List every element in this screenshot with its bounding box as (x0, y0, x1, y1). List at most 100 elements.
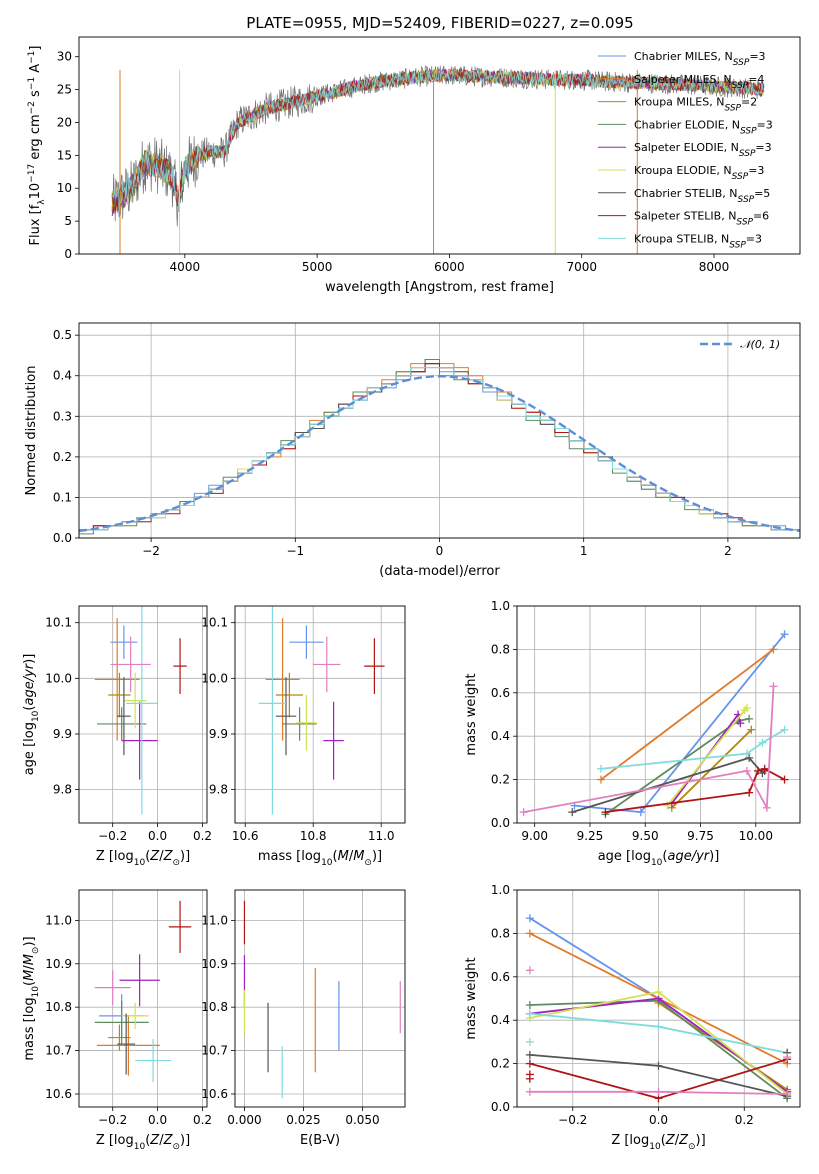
label-part: ( (145, 1133, 150, 1148)
y-tick-label: 15 (57, 148, 72, 162)
x-tick-label: 10.00 (739, 829, 773, 843)
label-part: ] (28, 46, 43, 51)
x-tick-label: 11.0 (368, 829, 395, 843)
age_vs_Z-panel: −0.2 0.0 0.29.89.910.010.1Z [log10(Z/Z⊙)]a… (22, 605, 212, 868)
y-tick-label: 0.6 (491, 970, 510, 984)
label-part: Z (163, 849, 174, 864)
label-part: mass weight (464, 673, 479, 755)
label-part: Chabrier ELODIE, N (634, 118, 740, 131)
y-tick-label: 0.0 (53, 531, 72, 545)
x-tick-label: 6000 (434, 260, 465, 274)
y-tick-label: 0.2 (491, 773, 510, 787)
legend-label: Salpeter MILES, NSSP=4 (634, 73, 764, 91)
label-part: 10 (649, 1142, 661, 1152)
label-part: M (22, 954, 37, 965)
label-part: age/yr (22, 662, 37, 705)
label-part: )] (22, 654, 37, 664)
label-part: Z (163, 1133, 174, 1148)
x-tick-label: −2 (142, 544, 160, 558)
y-axis-label: mass weight (464, 673, 479, 755)
y-tick-label: 0.0 (491, 1100, 510, 1114)
y-tick-label: 11.0 (201, 913, 228, 927)
label-part: Flux [f (28, 204, 43, 245)
y-tick-label: 0.5 (53, 328, 72, 342)
mass-weight-line (600, 648, 775, 781)
mass_vs_EBV-panel: 0.000 0.025 0.050 10.6 10.7 10.8 10.9 11.0 E(B-V… (201, 889, 406, 1148)
y-tick-label: 10.8 (201, 1000, 228, 1014)
label-part: 10 (31, 986, 41, 998)
label-part: )] (180, 1133, 190, 1148)
label-part: ( (333, 849, 338, 864)
label-part: mass [log (22, 997, 37, 1060)
x-tick-label: 9.50 (632, 829, 659, 843)
label-part: M (353, 849, 364, 864)
y-tick-label: 0.4 (53, 369, 72, 383)
axes-frame (234, 605, 406, 824)
label-part: =3 (755, 141, 771, 154)
x-tick-label: −0.2 (558, 1113, 587, 1127)
mass-weight-line (600, 728, 785, 770)
label-part: Kroupa MILES, N (634, 96, 724, 109)
x-tick-label: −0.2 (98, 1113, 127, 1127)
y-tick-label: 0.3 (53, 409, 72, 423)
label-part: s (28, 90, 43, 101)
label-part: SSP (724, 104, 741, 114)
axes-frame (516, 889, 801, 1108)
histogram-group (79, 359, 800, 538)
label-part: SSP (733, 58, 750, 68)
y-tick-label: 1.0 (491, 599, 510, 613)
label-part: ⊙ (364, 858, 372, 868)
x-axis-label: Z [log10(Z/Z⊙)] (611, 1133, 705, 1152)
y-tick-label: 5 (64, 214, 72, 228)
y-tick-label: 25 (57, 83, 72, 97)
label-part: λ (37, 199, 47, 205)
label-part: SSP (739, 149, 756, 159)
label-part: 10 (31, 710, 41, 722)
label-part: age [log (22, 722, 37, 775)
y-tick-label: 10.7 (201, 1044, 228, 1058)
label-part: Salpeter MILES, N (634, 73, 732, 86)
y-tick-label: 10.9 (45, 957, 72, 971)
y-axis-label: Flux [fλ10−17 erg cm−2 s−1 A−1] (27, 46, 47, 246)
label-part: Z (665, 1133, 676, 1148)
histogram-step (79, 367, 800, 538)
label-part: =3 (746, 232, 762, 245)
label-part: / (159, 849, 164, 864)
x-tick-label: 0.2 (735, 1113, 754, 1127)
x-axis-label: Z [log10(Z/Z⊙)] (96, 1133, 190, 1152)
label-part: M (22, 970, 37, 981)
label-part: SSP (738, 195, 755, 205)
y-tick-label: 9.8 (209, 783, 228, 797)
label-part: Z (678, 1133, 689, 1148)
y-axis-label: age [log10(age/yr)] (22, 654, 41, 776)
y-tick-label: 0.8 (491, 642, 510, 656)
x-tick-label: 1 (580, 544, 588, 558)
x-tick-label: 0.050 (345, 1113, 379, 1127)
x-axis-label: (data-model)/error (379, 564, 500, 579)
legend-label: 𝒩(0, 1) (740, 338, 780, 351)
label-part: mass weight (464, 957, 479, 1039)
x-tick-label: 9.75 (687, 829, 714, 843)
label-part: wavelength [Angstrom, rest frame] (325, 280, 554, 295)
label-part: )] (180, 849, 190, 864)
label-part: )] (696, 1133, 706, 1148)
label-part: / (675, 1133, 680, 1148)
errorbar-group (258, 606, 385, 815)
axes-frame (78, 605, 208, 824)
label-part: SSP (729, 240, 746, 250)
label-part: ⊙ (172, 1142, 180, 1152)
y-tick-label: 10.9 (201, 957, 228, 971)
x-tick-label: 4000 (170, 260, 201, 274)
line-group (519, 630, 789, 819)
mass-weight-line (523, 686, 775, 813)
label-part: −17 (27, 164, 37, 183)
axes-frame (234, 889, 406, 1108)
label-part: mass [log (258, 849, 321, 864)
label-part: )] (22, 936, 37, 946)
y-tick-label: 0.2 (491, 1057, 510, 1071)
y-tick-label: 0.1 (53, 490, 72, 504)
label-part: Chabrier MILES, N (634, 50, 733, 63)
label-part: Chabrier STELIB, N (634, 187, 738, 200)
y-tick-label: 9.9 (209, 727, 228, 741)
axes-frame (78, 36, 801, 255)
